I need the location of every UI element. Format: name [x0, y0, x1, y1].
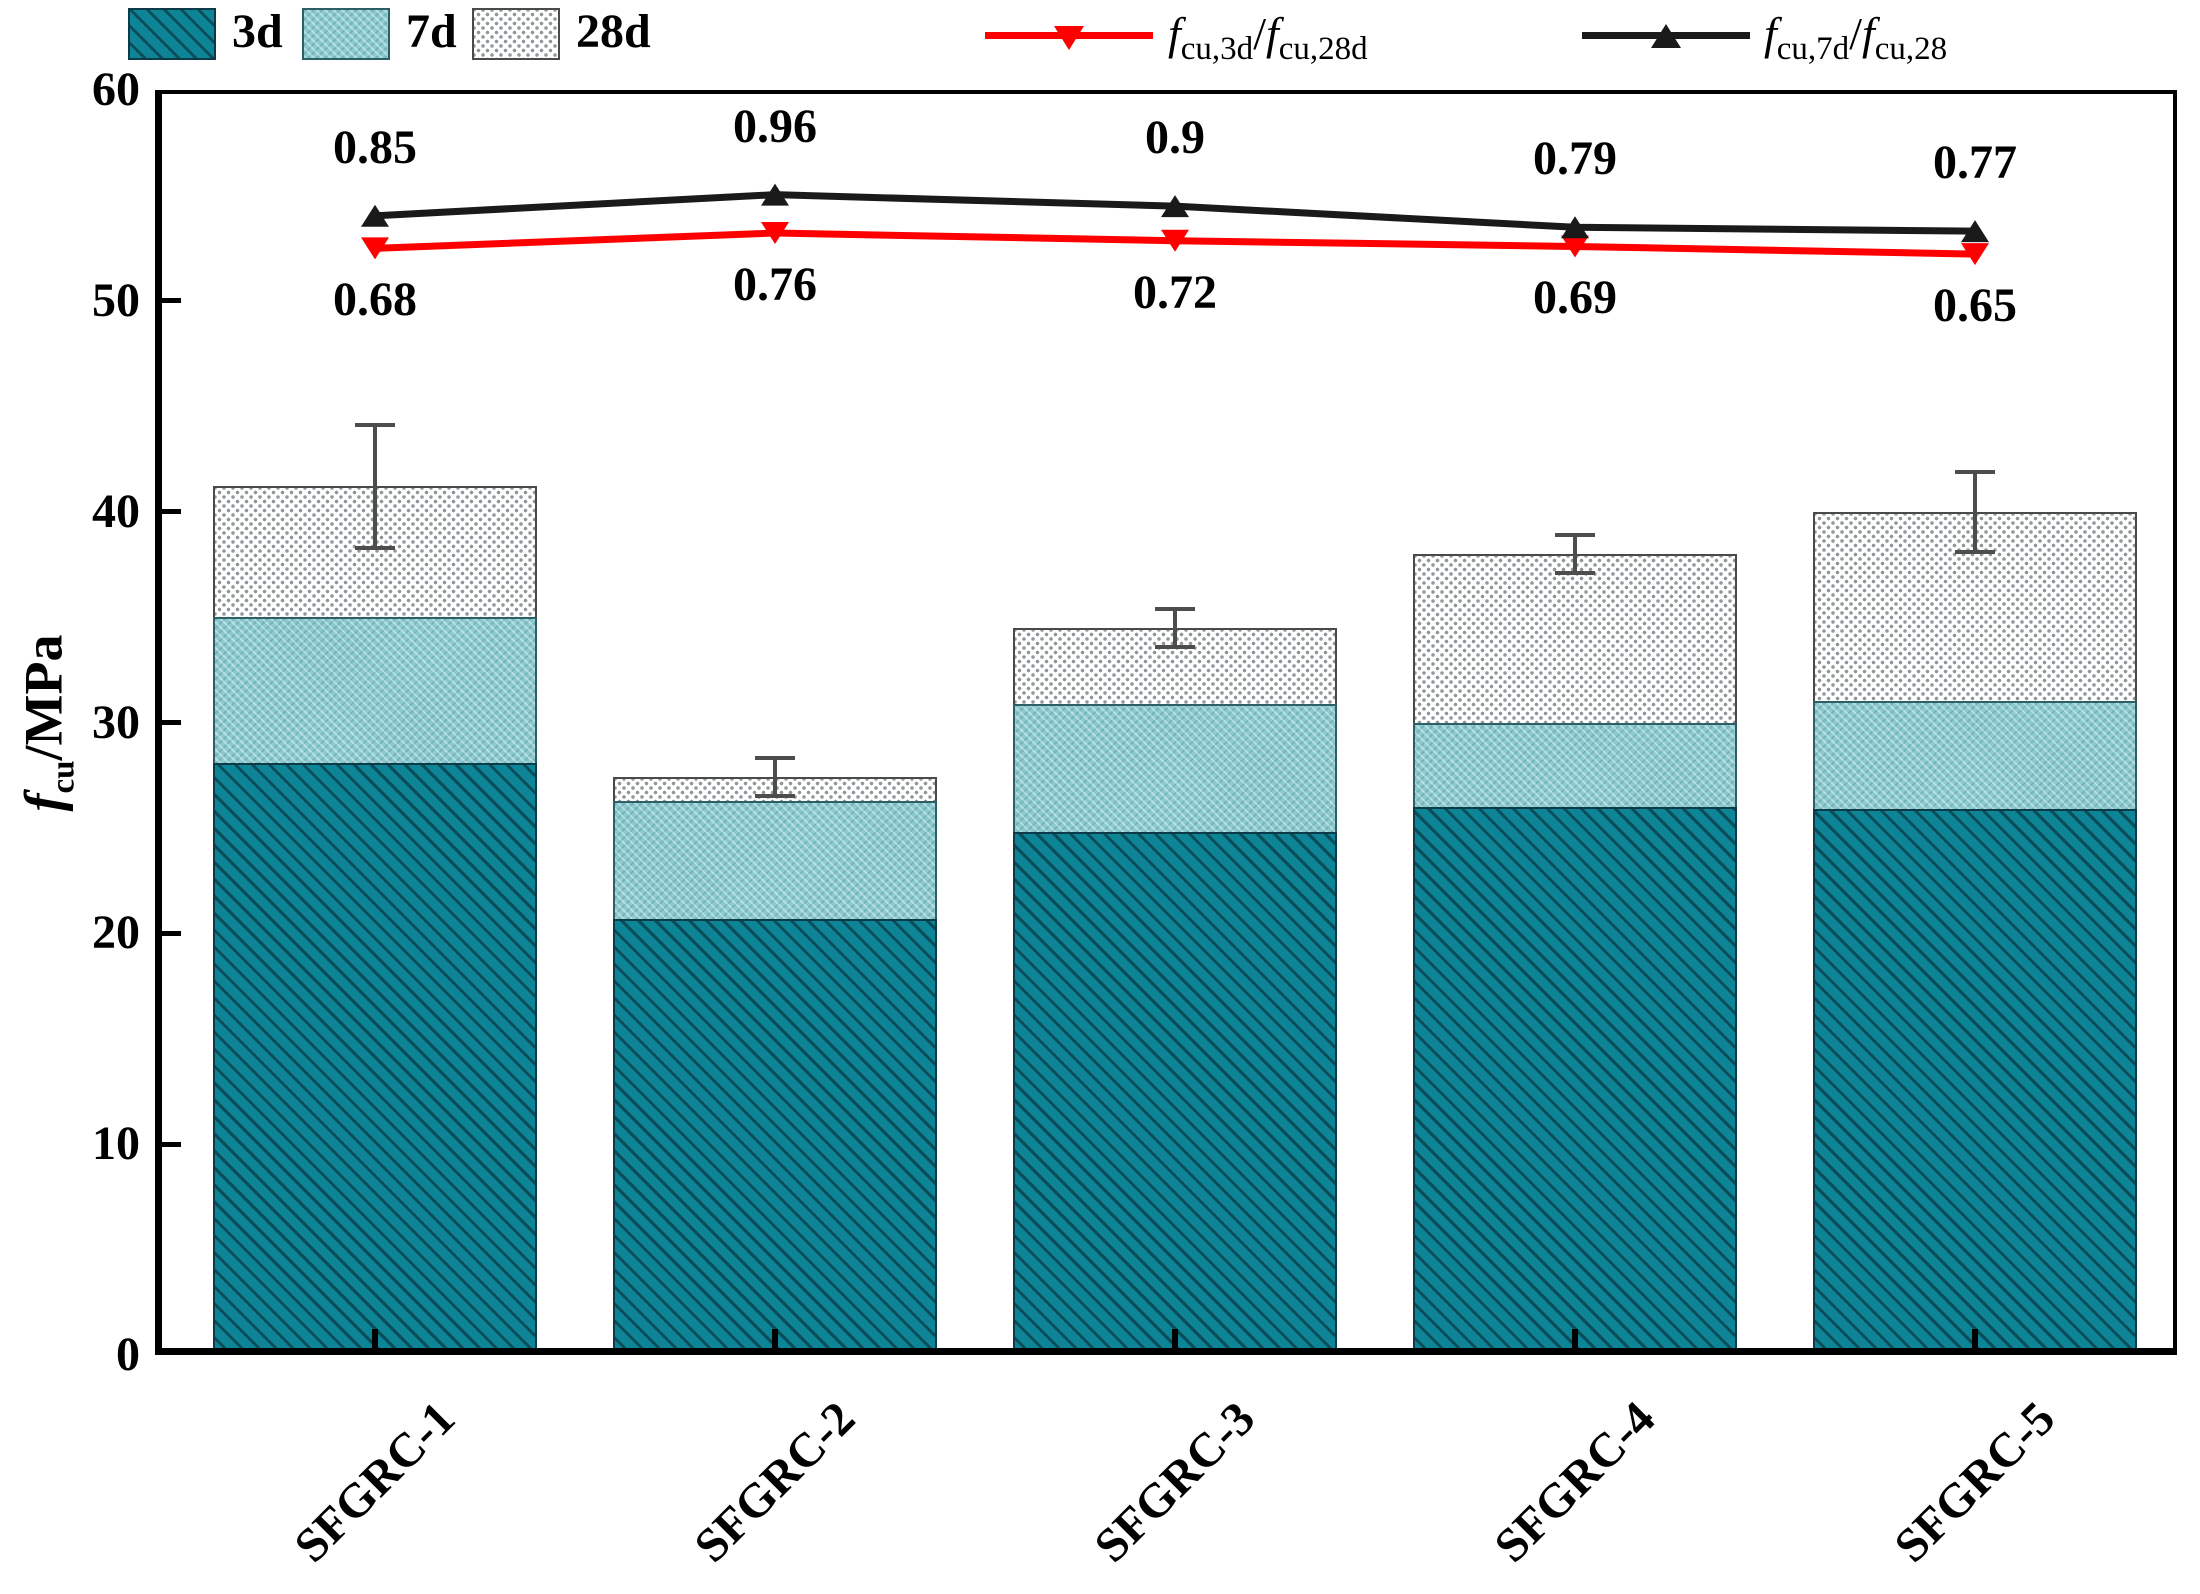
x-category-label: SFGRC-1 [284, 1391, 466, 1573]
legend-label-black-line: fcu,7d/fcu,28 [1764, 8, 1948, 68]
bar-group [1013, 90, 1337, 1355]
y-tick-label: 0 [116, 1328, 140, 1381]
error-bar-part [755, 794, 795, 799]
error-bar-part [1155, 606, 1195, 611]
bar-segment-3d [1413, 806, 1737, 1355]
error-bar-part [1955, 469, 1995, 474]
ratio-value-label: 0.69 [1533, 271, 1617, 325]
legend-label-7d: 7d [406, 5, 457, 58]
x-tick [1172, 1329, 1178, 1355]
y-tick-label: 60 [92, 63, 140, 116]
legend-swatch-28d [472, 8, 560, 60]
bar-group [1413, 90, 1737, 1355]
legend-label-28d: 28d [576, 5, 651, 58]
error-bar-part [355, 545, 395, 550]
error-bar-part [1155, 644, 1195, 649]
error-bar-part [1973, 469, 1977, 554]
error-bar-part [773, 756, 777, 799]
bar-segment-3d [213, 762, 537, 1355]
error-bar [755, 756, 795, 799]
error-bar-part [1555, 570, 1595, 575]
x-tick [1572, 1329, 1578, 1355]
y-tick [155, 1141, 181, 1147]
error-bar [355, 423, 395, 550]
y-tick-label: 30 [92, 695, 140, 749]
y-tick-label: 20 [92, 906, 140, 960]
ratio-value-label: 0.72 [1133, 265, 1217, 319]
ratio-value-label: 0.76 [733, 258, 817, 312]
legend-label-red-line: fcu,3d/fcu,28d [1168, 8, 1368, 68]
ratio-value-label: 0.85 [333, 120, 417, 174]
error-bar-part [1955, 549, 1995, 554]
bar-group [613, 90, 937, 1355]
ratio-value-label: 0.9 [1145, 111, 1205, 165]
error-bar-part [1573, 532, 1577, 575]
error-bar [1955, 469, 1995, 554]
x-category-label: SFGRC-5 [1884, 1391, 2066, 1573]
error-bar-part [355, 423, 395, 428]
bar-group [1813, 90, 2137, 1355]
ratio-value-label: 0.96 [733, 99, 817, 153]
y-tick [155, 720, 181, 725]
x-category-label: SFGRC-3 [1084, 1391, 1266, 1573]
bar-segment-3d [1013, 832, 1337, 1355]
ratio-value-label: 0.77 [1933, 136, 2017, 190]
legend-swatch-7d [302, 8, 390, 60]
x-tick [372, 1329, 378, 1355]
x-tick [772, 1329, 778, 1355]
y-tick [155, 298, 181, 304]
plot-area: 0.68 0.76 0.72 0.69 0.65 0.85 0.96 0.9 0.79 0.77 [155, 90, 2177, 1355]
x-category-label: SFGRC-2 [684, 1391, 866, 1573]
x-category-label: SFGRC-4 [1484, 1391, 1666, 1573]
ratio-value-label: 0.68 [333, 273, 417, 327]
x-tick [1972, 1329, 1978, 1355]
error-bar-part [755, 756, 795, 761]
ratio-value-label: 0.79 [1533, 132, 1617, 186]
error-bar [1555, 532, 1595, 575]
y-tick-label: 10 [92, 1117, 140, 1171]
y-tick-label: 50 [92, 273, 140, 327]
y-tick-label: 40 [92, 484, 140, 538]
bar-segment-3d [613, 918, 937, 1355]
bar-segment-3d [1813, 808, 2137, 1355]
error-bar-part [1173, 606, 1177, 649]
y-tick [155, 509, 181, 515]
y-tick [155, 930, 181, 936]
legend-swatch-3d [128, 8, 216, 60]
error-bar [1155, 606, 1195, 649]
bar-group [213, 90, 537, 1355]
ratio-value-label: 0.65 [1933, 279, 2017, 333]
error-bar-part [373, 423, 377, 550]
legend-label-3d: 3d [232, 5, 283, 58]
error-bar-part [1555, 532, 1595, 537]
